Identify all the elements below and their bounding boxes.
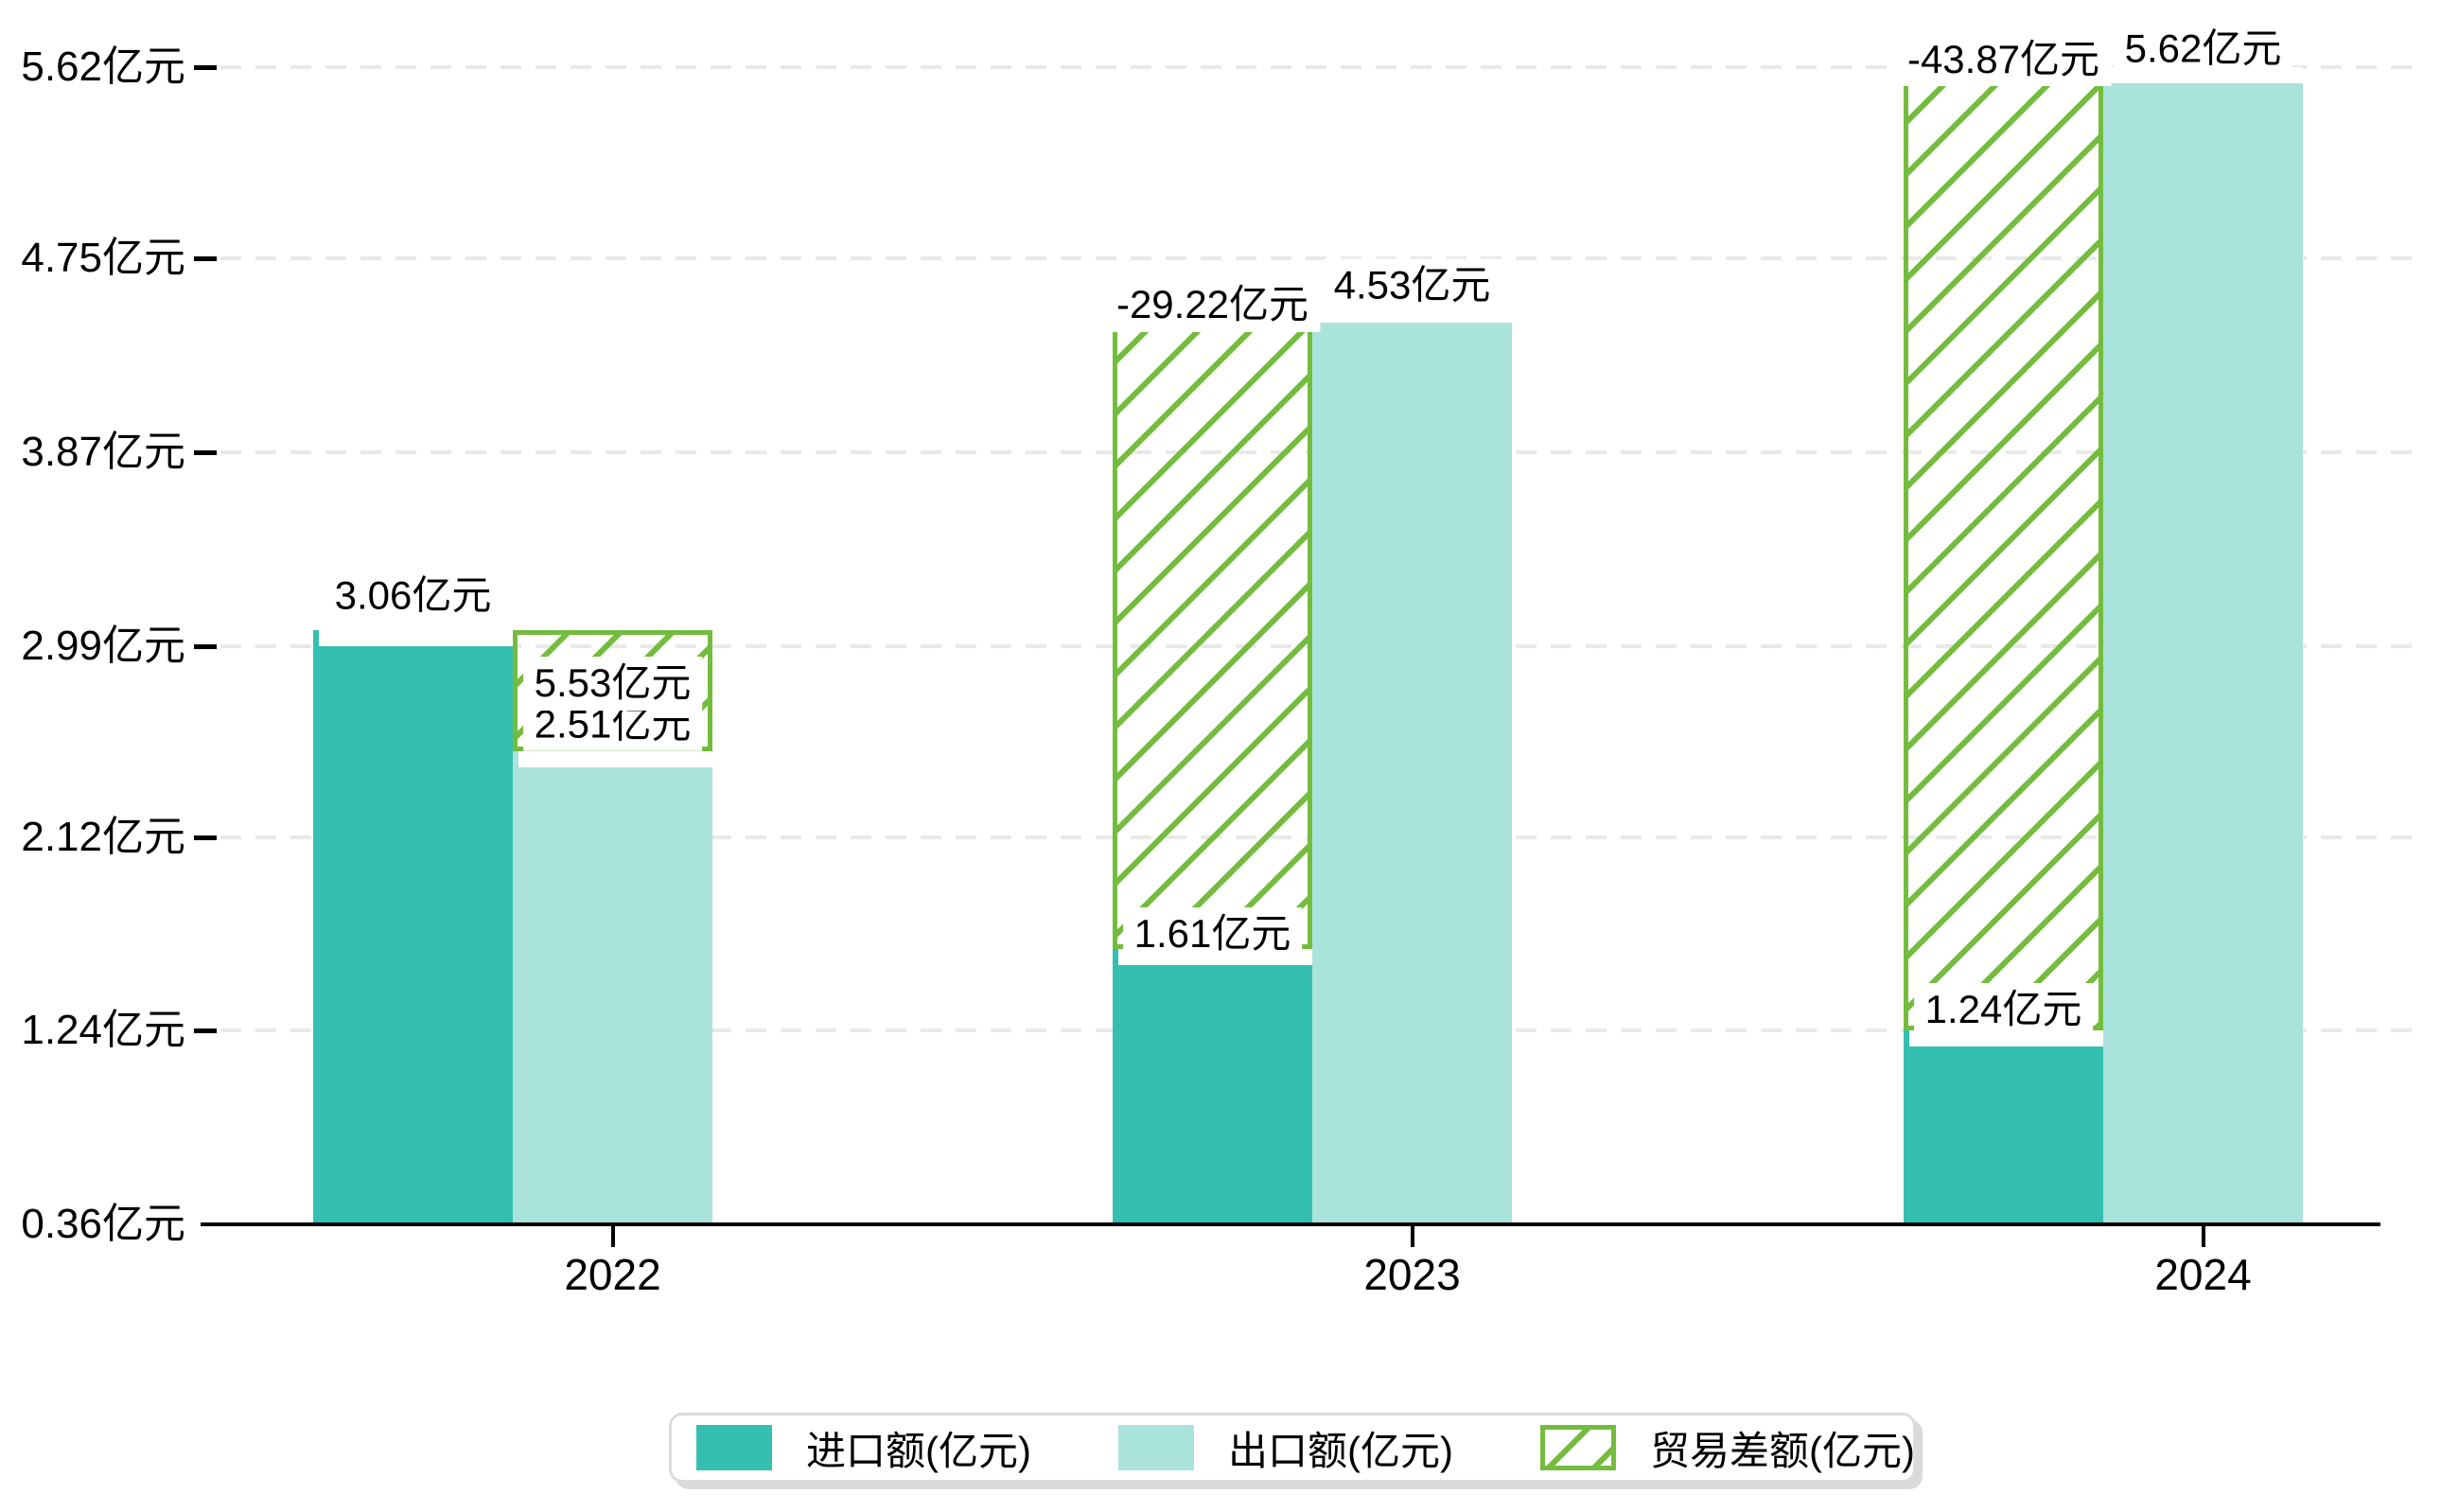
gridline-5.62亿元 xyxy=(220,65,2418,70)
import-bar-2023 xyxy=(1113,949,1312,1223)
trade-balance-bar-2024 xyxy=(1904,67,2103,1031)
legend-swatch-import xyxy=(696,1425,772,1470)
x-tick-mark-2024 xyxy=(2201,1226,2205,1247)
y-tick-label: 1.24亿元 xyxy=(21,1007,185,1054)
y-tick-label: 2.99亿元 xyxy=(21,622,185,669)
y-tick-mark xyxy=(194,256,217,262)
y-tick-label: 0.36亿元 xyxy=(21,1201,185,1247)
x-tick-mark-2022 xyxy=(610,1226,615,1247)
y-tick-mark xyxy=(194,1029,217,1034)
export-bar-2023 xyxy=(1312,307,1512,1223)
y-tick-label: 2.12亿元 xyxy=(21,813,185,860)
x-tick-label-2022: 2022 xyxy=(564,1250,661,1299)
y-tick-mark xyxy=(194,449,217,455)
legend-entry-export: 出口额(亿元) xyxy=(1117,1419,1453,1477)
y-tick-mark xyxy=(194,65,217,71)
export-bar-2022 xyxy=(513,751,712,1223)
bar-top-notch xyxy=(518,751,712,768)
legend-label-export: 出口额(亿元) xyxy=(1227,1428,1453,1473)
legend-entry-trade-balance: 贸易差额(亿元) xyxy=(1539,1419,1915,1477)
y-tick-label: 5.62亿元 xyxy=(21,44,185,91)
x-tick-label-2023: 2023 xyxy=(1363,1250,1461,1299)
import-value-label-2023: 1.61亿元 xyxy=(1122,907,1303,961)
y-tick-mark xyxy=(194,835,217,840)
import-value-label-2022: 3.06亿元 xyxy=(323,569,503,624)
legend: 进口额(亿元) 出口额(亿元) 贸易差额(亿元) xyxy=(669,1413,1916,1483)
legend-swatch-trade-balance xyxy=(1539,1425,1616,1470)
trade-balance-value-label-2023: -29.22亿元 xyxy=(1104,278,1321,332)
x-tick-label-2024: 2024 xyxy=(2154,1250,2252,1299)
y-tick-label: 3.87亿元 xyxy=(21,428,185,475)
y-tick-label: 4.75亿元 xyxy=(21,235,185,282)
x-tick-mark-2023 xyxy=(1410,1226,1414,1247)
import-value-label-2024: 1.24亿元 xyxy=(1913,983,2094,1037)
export-bar-2024 xyxy=(2103,67,2303,1223)
y-tick-mark xyxy=(194,643,217,649)
trade-balance-bar-2023 xyxy=(1113,307,1312,950)
legend-swatch-export xyxy=(1117,1425,1194,1470)
legend-label-trade-balance: 贸易差额(亿元) xyxy=(1649,1428,1915,1473)
legend-entry-import: 进口额(亿元) xyxy=(696,1419,1031,1477)
export-value-label-2024: 5.62亿元 xyxy=(2113,22,2293,77)
trade-balance-value-label-2022: 5.53亿元 xyxy=(522,657,703,711)
import-bar-2022 xyxy=(313,630,513,1223)
bar-top-notch xyxy=(319,630,513,647)
import-bar-2024 xyxy=(1904,1030,2103,1223)
export-value-label-2023: 4.53亿元 xyxy=(1322,259,1502,313)
legend-label-import: 进口额(亿元) xyxy=(806,1428,1031,1473)
trade-balance-value-label-2024: -43.87亿元 xyxy=(1895,33,2112,87)
gridline-4.75亿元 xyxy=(220,256,2418,261)
x-axis-line xyxy=(201,1222,2380,1226)
